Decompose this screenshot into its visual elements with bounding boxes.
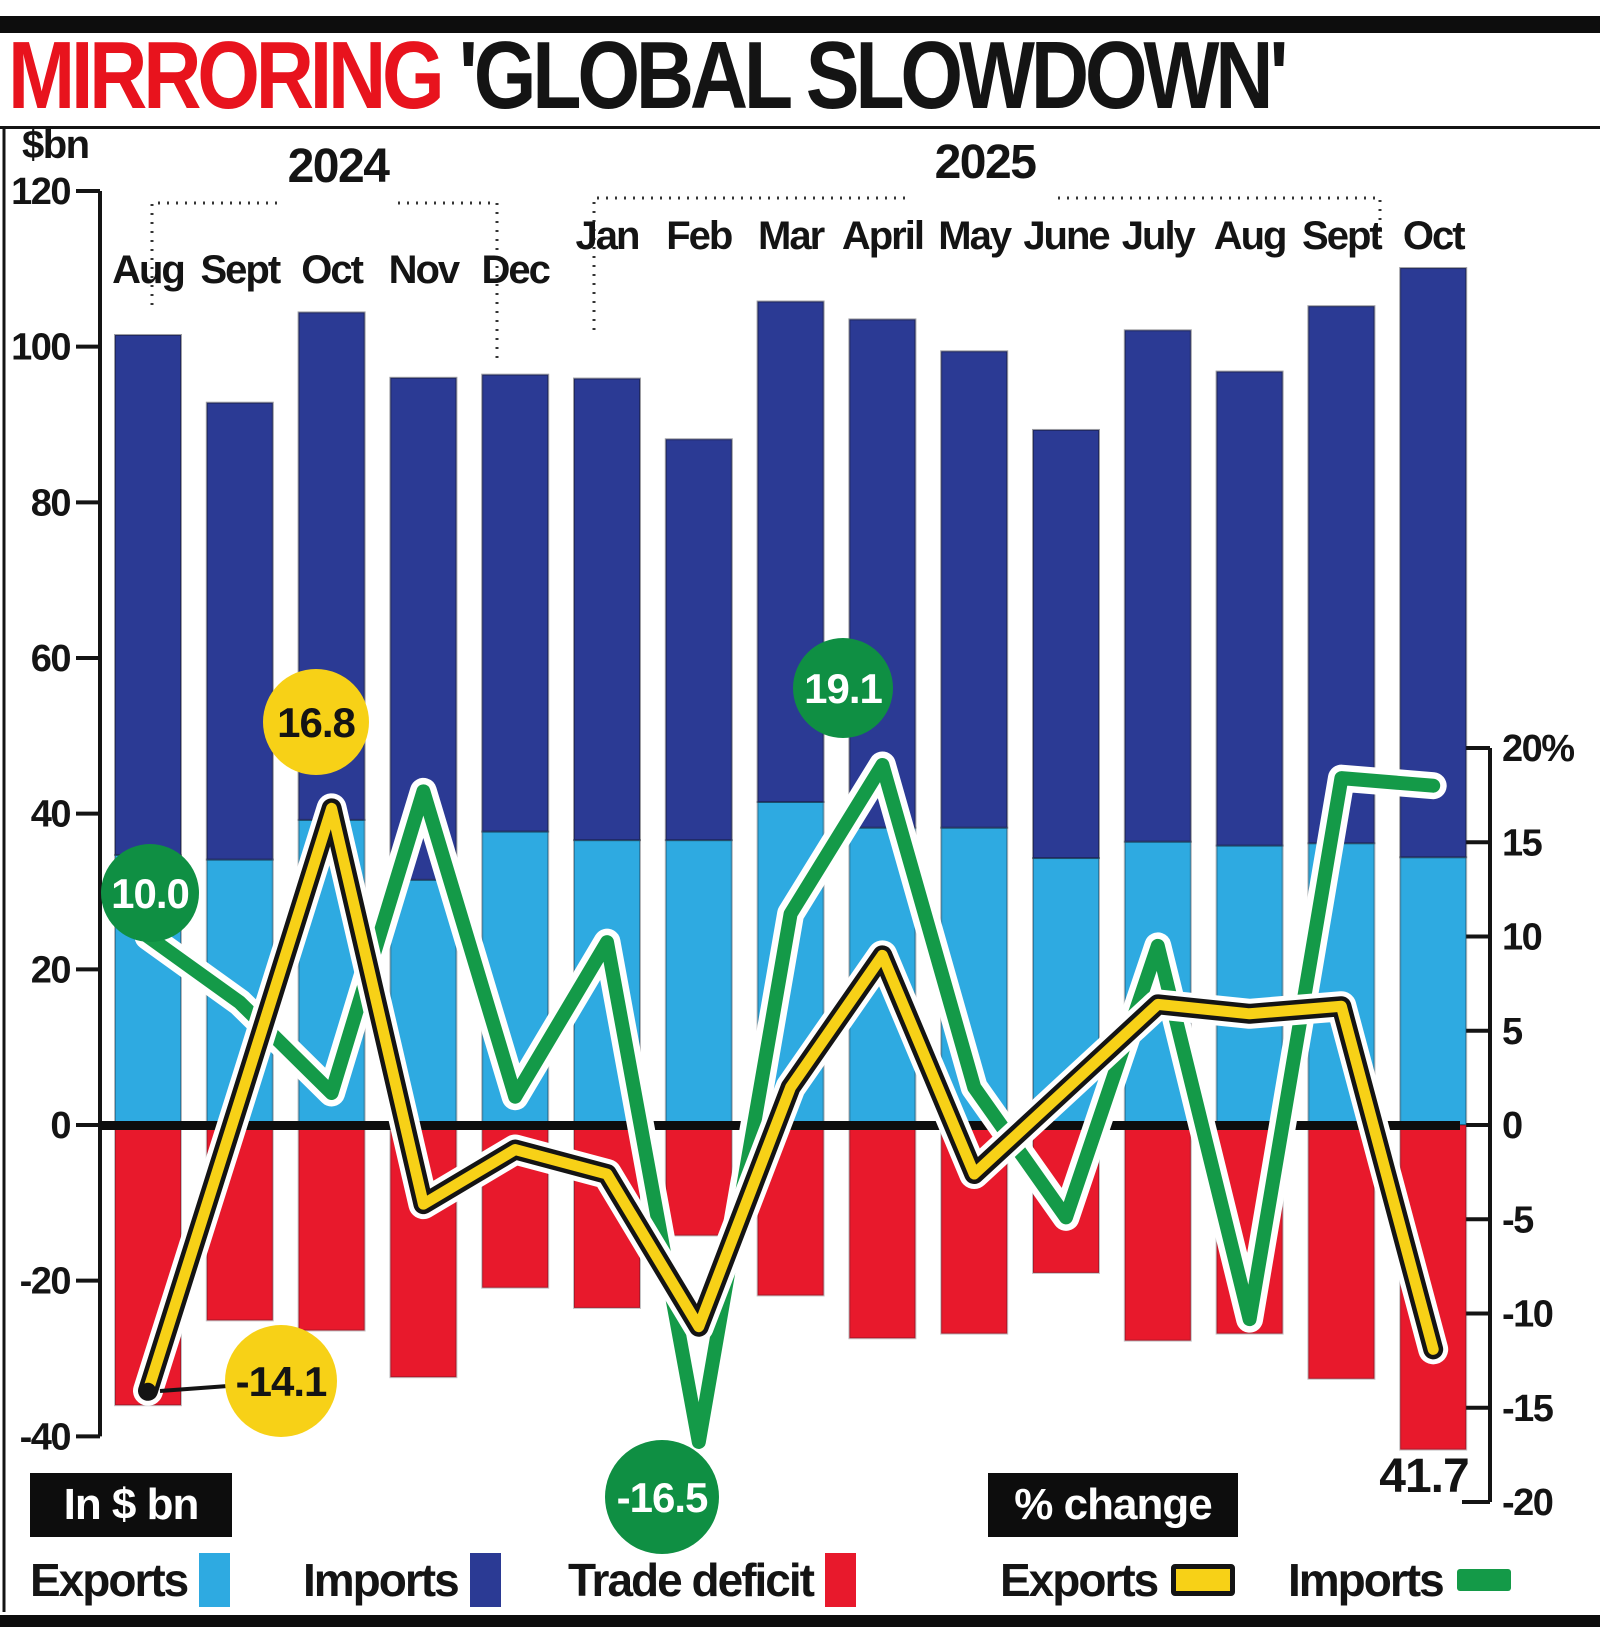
imports-bar-swatch <box>469 1553 501 1607</box>
imports-bar <box>573 377 641 842</box>
svg-text:16.8: 16.8 <box>277 699 355 746</box>
svg-text:Oct: Oct <box>1403 214 1465 258</box>
svg-text:19.1: 19.1 <box>804 665 882 712</box>
imports-bar <box>1215 370 1284 847</box>
imports-bar <box>664 438 733 842</box>
exports-bar <box>1215 844 1284 1126</box>
year-brackets: 2024 2025 <box>150 136 1382 362</box>
legend-item-imports-bar: Imports <box>303 1548 501 1612</box>
svg-text:-16.5: -16.5 <box>617 1474 708 1521</box>
legend: Exports Imports Trade deficit Exports Im… <box>0 1548 1600 1612</box>
imports-bar <box>1032 428 1100 860</box>
legend-item-trade-deficit-bar: Trade deficit <box>568 1548 856 1612</box>
imports-bar <box>205 401 274 861</box>
svg-text:Nov: Nov <box>389 248 461 292</box>
svg-text:Sept: Sept <box>200 248 280 292</box>
trade-deficit-bar <box>1307 1124 1376 1380</box>
imports-bar <box>1307 305 1376 845</box>
svg-text:100: 100 <box>11 327 70 369</box>
legend-label: Trade deficit <box>568 1554 815 1606</box>
svg-text:Aug: Aug <box>112 248 184 292</box>
month-labels: Aug Sept Oct Nov Dec Jan Feb Mar April May June Jul… <box>112 214 1467 292</box>
svg-text:-10: -10 <box>1502 1294 1553 1336</box>
page-title: MIRRORING 'GLOBAL SLOWDOWN' <box>8 28 1352 124</box>
callout-circle <box>793 638 893 738</box>
imports-bar <box>481 373 550 833</box>
svg-text:-15: -15 <box>1502 1388 1554 1430</box>
trade-deficit-bar <box>1123 1124 1192 1342</box>
legend-item-imports-line: Imports <box>1288 1548 1511 1612</box>
legend-label: Exports <box>1000 1554 1159 1606</box>
svg-text:15: 15 <box>1502 822 1543 864</box>
svg-text:120: 120 <box>11 171 70 213</box>
title-highlight: MIRRORING <box>8 22 445 129</box>
svg-text:41.7: 41.7 <box>1379 1450 1468 1503</box>
trade-deficit-bar <box>848 1124 917 1340</box>
svg-text:Aug: Aug <box>1214 214 1286 258</box>
svg-text:80: 80 <box>31 482 71 524</box>
svg-text:-20: -20 <box>1502 1482 1553 1524</box>
exports-line-swatch <box>1171 1564 1236 1596</box>
svg-text:-14.1: -14.1 <box>236 1358 327 1405</box>
top-rule <box>0 16 1600 33</box>
callout-circle <box>101 844 199 942</box>
legend-item-exports-line: Exports <box>1000 1548 1236 1612</box>
imports-bar <box>940 350 1009 829</box>
callout-circle <box>605 1440 719 1554</box>
exports-bar <box>1399 856 1468 1126</box>
svg-text:Dec: Dec <box>482 248 551 292</box>
callouts: 10.0 16.8 -14.1 -16.5 19.1 41.7 <box>101 638 1470 1554</box>
svg-text:April: April <box>842 214 923 258</box>
svg-text:$bn: $bn <box>22 123 89 167</box>
imports-bar <box>848 318 917 829</box>
svg-text:40: 40 <box>31 794 71 836</box>
svg-text:Jan: Jan <box>576 214 639 258</box>
svg-text:-40: -40 <box>20 1416 71 1458</box>
legend-label: Exports <box>30 1554 189 1606</box>
svg-text:Mar: Mar <box>758 214 825 258</box>
trade-deficit-bar <box>297 1124 366 1332</box>
exports-bar-swatch <box>199 1553 231 1607</box>
imports-bar <box>1399 267 1468 859</box>
exports-line <box>133 793 1449 1406</box>
svg-text:20: 20 <box>31 949 71 991</box>
svg-text:Feb: Feb <box>666 214 732 258</box>
exports-bar <box>664 839 733 1126</box>
svg-text:June: June <box>1023 214 1109 258</box>
svg-text:10: 10 <box>1502 917 1542 959</box>
svg-text:5: 5 <box>1502 1011 1523 1053</box>
bottom-rule <box>0 1615 1600 1627</box>
callout-circle <box>263 669 369 775</box>
svg-text:May: May <box>938 214 1013 258</box>
title-underline <box>0 126 1600 129</box>
callout-circle <box>225 1325 337 1437</box>
svg-text:Oct: Oct <box>301 248 363 292</box>
legend-label: Imports <box>1288 1554 1445 1606</box>
svg-text:2025: 2025 <box>935 136 1037 189</box>
imports-bar <box>1123 329 1192 843</box>
legend-item-exports-bar: Exports <box>30 1548 231 1612</box>
svg-text:10.0: 10.0 <box>111 870 189 917</box>
svg-text:60: 60 <box>31 638 71 680</box>
title-rest: 'GLOBAL SLOWDOWN' <box>440 22 1289 129</box>
imports-bar <box>114 333 182 856</box>
svg-text:-5: -5 <box>1502 1199 1534 1241</box>
trade-deficit-bar <box>664 1124 733 1237</box>
svg-text:-20: -20 <box>20 1261 71 1303</box>
svg-text:July: July <box>1122 214 1197 258</box>
trade-deficit-swatch <box>824 1553 856 1607</box>
svg-text:20%: 20% <box>1502 728 1574 770</box>
svg-text:Sept: Sept <box>1302 214 1382 258</box>
svg-text:0: 0 <box>50 1105 70 1147</box>
bar-units-label: In $ bn <box>30 1473 232 1537</box>
imports-line-swatch <box>1456 1569 1511 1591</box>
svg-text:2024: 2024 <box>288 140 391 193</box>
line-units-label: % change <box>988 1473 1238 1537</box>
legend-label: Imports <box>303 1554 460 1606</box>
svg-text:0: 0 <box>1502 1105 1522 1147</box>
